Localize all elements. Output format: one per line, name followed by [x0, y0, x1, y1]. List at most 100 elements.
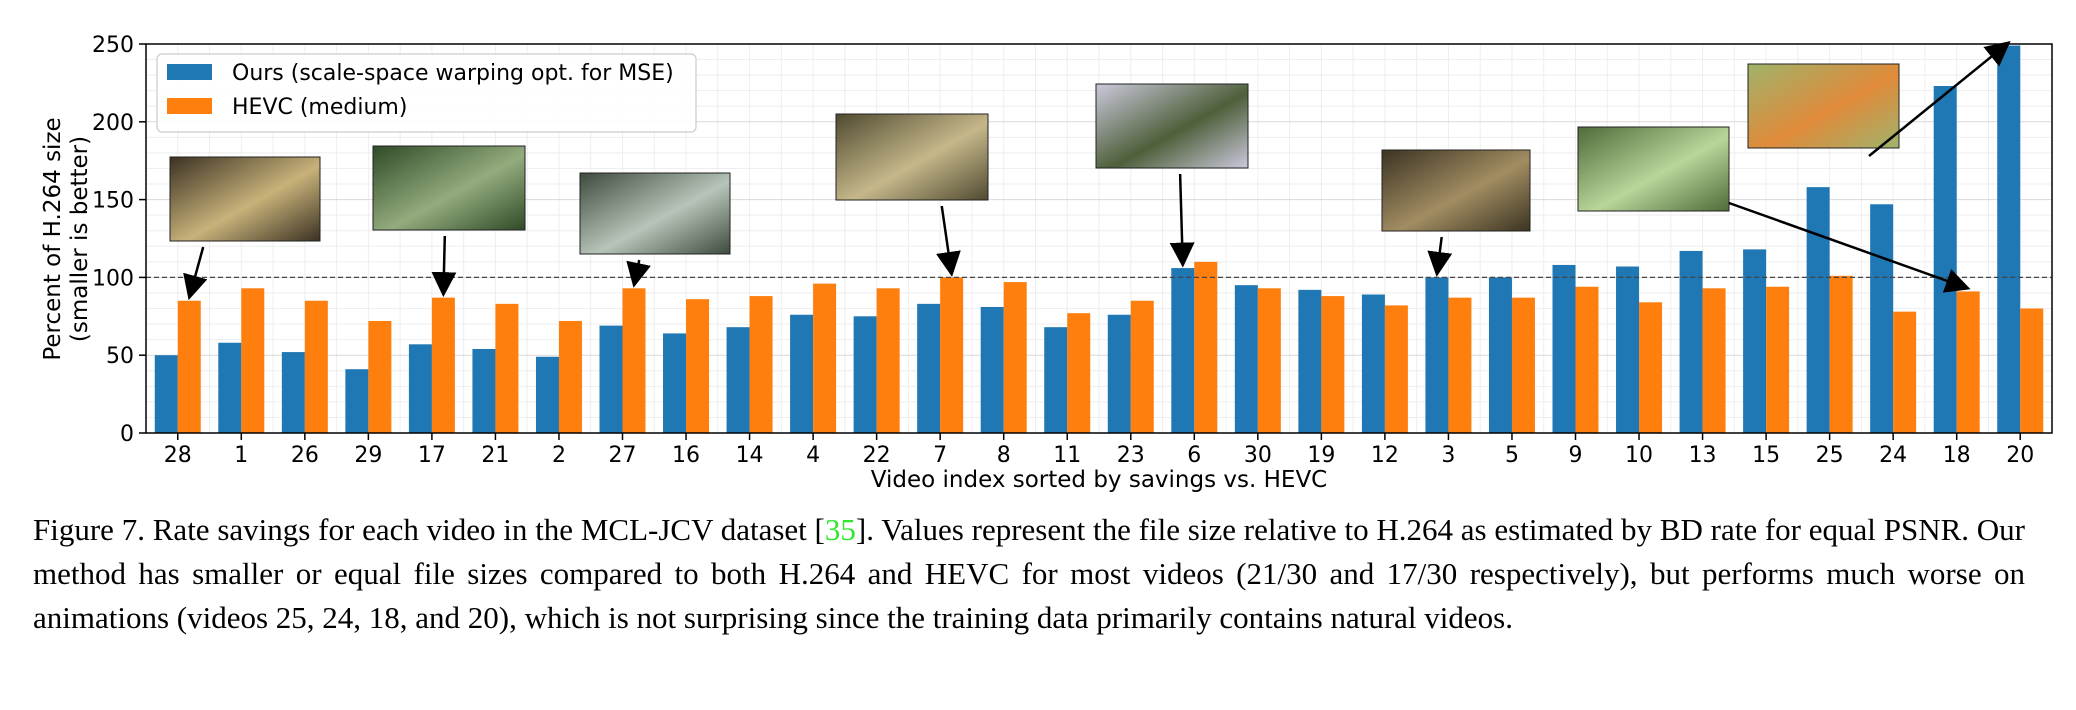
bar-hevc — [813, 283, 837, 433]
bar-ours — [1488, 277, 1512, 433]
video-frame-thumbnail-18 — [1577, 126, 1730, 212]
bar-hevc — [1893, 311, 1917, 433]
bar-ours — [1806, 187, 1830, 433]
bar-hevc — [1067, 313, 1091, 433]
bar-ours — [599, 325, 623, 433]
annotation-arrow-28 — [183, 246, 208, 301]
bar-ours — [917, 303, 941, 433]
x-tick-label: 20 — [2006, 443, 2034, 468]
bar-hevc — [2020, 308, 2044, 433]
bar-hevc — [749, 296, 773, 433]
bar-hevc — [177, 300, 201, 433]
y-tick-label: 250 — [92, 33, 134, 58]
bar-hevc — [558, 320, 582, 433]
bar-ours — [853, 316, 877, 433]
bar-hevc — [1829, 275, 1853, 433]
bar-hevc — [1257, 288, 1281, 433]
bar-hevc — [241, 288, 265, 433]
figure-caption: Figure 7. Rate savings for each video in… — [33, 508, 2025, 640]
bar-ours — [535, 356, 559, 433]
bar-hevc — [622, 288, 646, 433]
annotation-arrow-27 — [626, 259, 651, 288]
bar-ours — [281, 352, 305, 433]
bar-ours — [663, 333, 687, 433]
x-tick-label: 5 — [1505, 443, 1519, 468]
x-tick-label: 15 — [1752, 443, 1780, 468]
x-tick-label: 24 — [1879, 443, 1907, 468]
video-frame-thumbnail-28 — [169, 156, 321, 242]
bar-ours — [1234, 285, 1258, 433]
bar-ours — [1361, 294, 1385, 433]
bar-ours — [980, 306, 1004, 433]
video-frame-thumbnail-27 — [579, 172, 731, 255]
bar-hevc — [1384, 305, 1408, 433]
bar-ours — [154, 355, 178, 433]
y-tick-label: 200 — [92, 111, 134, 136]
bar-ours — [1679, 250, 1703, 433]
bar-ours — [1044, 327, 1068, 433]
video-frame-thumbnail-20 — [1747, 63, 1900, 149]
x-tick-label: 9 — [1569, 443, 1583, 468]
video-frame-thumbnail-7 — [835, 113, 989, 201]
legend-swatch — [167, 64, 212, 80]
x-tick-label: 30 — [1244, 443, 1272, 468]
y-tick-label: 0 — [120, 422, 134, 447]
bar-hevc — [304, 300, 328, 433]
x-tick-label: 22 — [863, 443, 891, 468]
annotation-arrow-3 — [1427, 236, 1453, 277]
bar-ours — [408, 344, 432, 433]
y-tick-label: 100 — [92, 266, 134, 291]
bar-ours — [1933, 86, 1957, 434]
caption-body: ]. Values represent the file size relati… — [33, 512, 2026, 635]
bar-hevc — [1448, 297, 1472, 433]
bar-hevc — [368, 320, 392, 433]
x-tick-label: 6 — [1187, 443, 1201, 468]
bar-ours — [345, 369, 369, 433]
caption-citation-link[interactable]: 35 — [824, 512, 856, 547]
x-tick-label: 1 — [234, 443, 248, 468]
bar-ours — [472, 348, 496, 433]
annotation-arrow-20 — [1868, 40, 2011, 157]
bar-hevc — [876, 288, 900, 433]
x-tick-label: 14 — [736, 443, 764, 468]
y-axis-label: Percent of H.264 size — [40, 117, 66, 360]
bar-ours — [1171, 268, 1195, 433]
annotation-arrow-7 — [936, 205, 961, 277]
bar-ours — [790, 314, 814, 433]
x-tick-label: 4 — [806, 443, 820, 468]
bar-hevc — [431, 297, 455, 433]
bar-hevc — [1575, 286, 1599, 433]
x-tick-label: 26 — [291, 443, 319, 468]
x-tick-label: 25 — [1816, 443, 1844, 468]
legend-box — [156, 53, 697, 133]
x-tick-label: 27 — [609, 443, 637, 468]
bar-ours — [218, 342, 242, 433]
bar-hevc — [1511, 297, 1535, 433]
x-tick-label: 2 — [552, 443, 566, 468]
bar-hevc — [1321, 296, 1345, 433]
x-tick-label: 16 — [672, 443, 700, 468]
annotation-arrow-6 — [1169, 173, 1195, 268]
legend-label: HEVC (medium) — [232, 95, 407, 120]
x-tick-label: 28 — [164, 443, 192, 468]
x-axis-label: Video index sorted by savings vs. HEVC — [871, 467, 1328, 493]
x-tick-label: 21 — [481, 443, 509, 468]
bar-ours — [1107, 314, 1131, 433]
bar-ours — [1997, 45, 2021, 433]
bar-hevc — [1194, 261, 1218, 433]
x-tick-label: 12 — [1371, 443, 1399, 468]
x-tick-label: 19 — [1307, 443, 1335, 468]
x-tick-label: 10 — [1625, 443, 1653, 468]
x-tick-label: 3 — [1441, 443, 1455, 468]
bar-hevc — [1766, 286, 1790, 433]
bar-ours — [1743, 249, 1767, 433]
video-frame-thumbnail-6 — [1095, 83, 1249, 169]
plot-frame — [145, 43, 2053, 434]
bar-hevc — [1130, 300, 1154, 433]
bar-ours — [1298, 289, 1322, 433]
video-frame-thumbnail-3 — [1381, 149, 1531, 232]
x-tick-label: 29 — [354, 443, 382, 468]
bar-hevc — [686, 299, 710, 433]
annotation-arrow-17 — [431, 235, 457, 298]
